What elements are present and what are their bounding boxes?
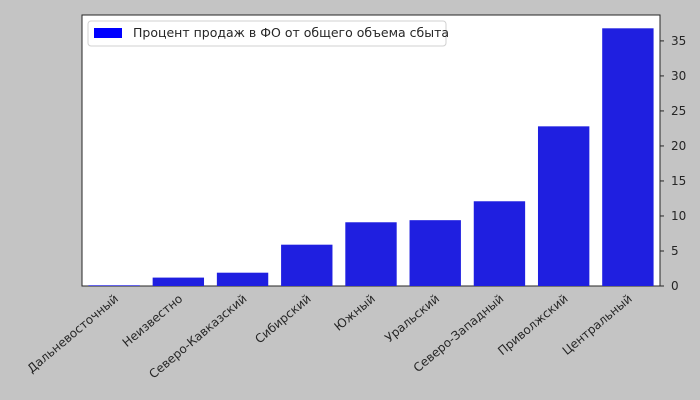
x-tick-label: Центральный [560,292,635,358]
legend: Процент продаж в ФО от общего объема сбы… [87,20,449,47]
y-axis: 0 5 10 15 20 25 30 35 [660,34,686,293]
y-tick-label: 10 [671,209,686,223]
legend-swatch [94,28,122,38]
bar-0 [88,285,140,286]
legend-box [87,20,447,47]
y-tick-label: 20 [671,139,686,153]
bar-6 [473,201,526,286]
y-tick-label: 35 [671,34,686,48]
bar-8 [602,28,654,287]
x-tick-label: Дальневосточный [25,292,122,376]
legend-label: Процент продаж в ФО от общего объема сбы… [133,25,449,40]
x-tick-label: Уральский [382,292,442,345]
y-tick-label: 0 [671,279,679,293]
y-tick-label: 5 [671,244,679,258]
y-tick-label: 15 [671,174,686,188]
bar-5 [409,220,461,286]
y-tick-label: 25 [671,104,686,118]
y-tick-label: 30 [671,69,686,83]
bars-group [88,28,654,287]
bar-3 [281,244,333,286]
bar-2 [216,272,269,286]
bar-1 [152,277,205,286]
x-tick-label: Сибирский [252,292,313,347]
bar-4 [345,222,397,286]
bar-7 [537,126,590,286]
x-tick-label: Южный [331,292,377,334]
x-axis: ДальневосточныйНеизвестноСеверо-Кавказск… [25,292,635,382]
x-tick-label: Неизвестно [120,292,186,350]
